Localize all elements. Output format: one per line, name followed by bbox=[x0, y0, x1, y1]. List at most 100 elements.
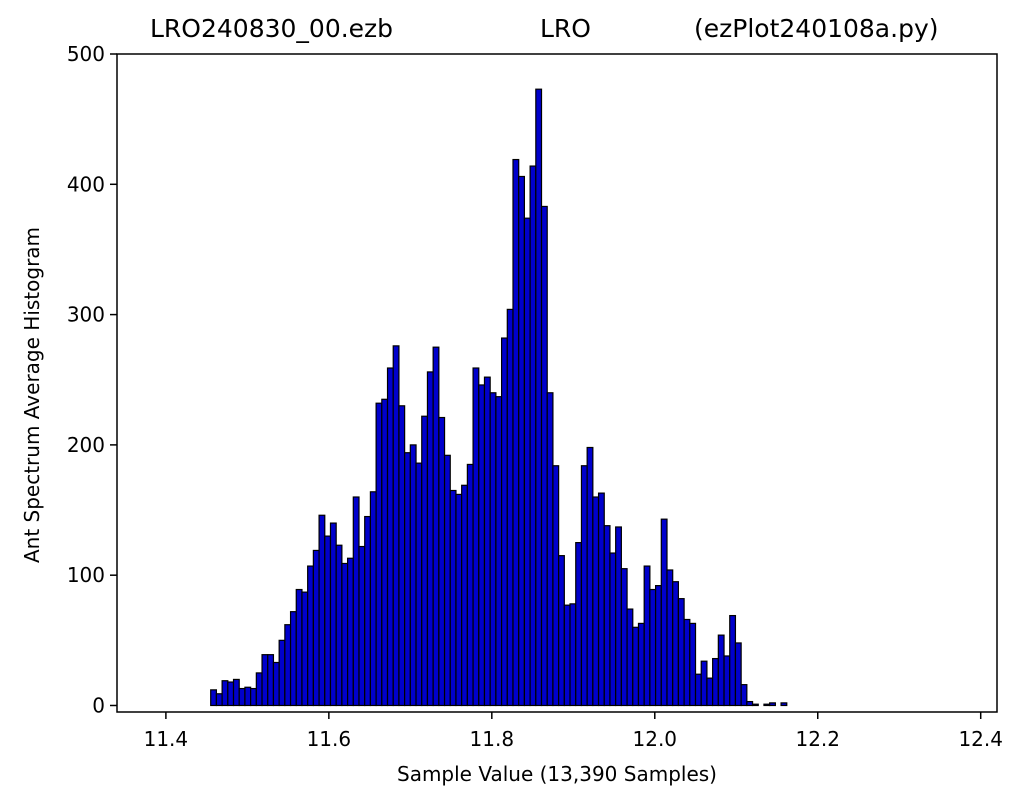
plot-frame bbox=[116, 53, 998, 713]
histogram-bar bbox=[586, 446, 594, 707]
histogram-bar bbox=[341, 562, 349, 707]
histogram-bar bbox=[740, 684, 748, 707]
histogram-bar bbox=[415, 462, 423, 707]
histogram-bar bbox=[512, 158, 520, 707]
histogram-bar bbox=[426, 371, 434, 707]
histogram-bar bbox=[375, 402, 383, 707]
histogram-bar bbox=[358, 545, 366, 707]
histogram-bar bbox=[392, 345, 400, 707]
histogram-bar bbox=[489, 392, 497, 707]
histogram-bar bbox=[472, 367, 480, 707]
histogram-bar bbox=[694, 673, 702, 707]
histogram-bar bbox=[346, 557, 354, 707]
x-axis: 11.4 11.6 11.8 12.0 12.2 12.4 bbox=[144, 712, 1003, 751]
histogram-bar bbox=[381, 398, 389, 707]
histogram-bar bbox=[478, 384, 486, 707]
histogram-bar bbox=[649, 588, 657, 707]
x-tick-label: 11.8 bbox=[470, 727, 515, 751]
x-axis-label: Sample Value (13,390 Samples) bbox=[397, 762, 717, 786]
histogram-bar bbox=[506, 308, 514, 707]
histogram-bar bbox=[329, 522, 337, 707]
histogram-bar bbox=[386, 367, 394, 707]
histogram-bar bbox=[620, 568, 628, 707]
x-tick-label: 12.2 bbox=[795, 727, 840, 751]
histogram-bar bbox=[575, 542, 583, 707]
histogram-bar bbox=[301, 591, 309, 707]
y-tick-label: 200 bbox=[67, 433, 105, 457]
x-tick-label: 12.0 bbox=[633, 727, 678, 751]
histogram-bar bbox=[518, 175, 526, 707]
chart-title-script: (ezPlot240108a.py) bbox=[694, 14, 939, 43]
histogram-bar bbox=[324, 535, 332, 707]
histogram-bar bbox=[272, 661, 280, 707]
histogram-bar bbox=[626, 608, 634, 707]
histogram-bar bbox=[746, 700, 754, 707]
histogram-bar bbox=[700, 660, 708, 707]
histogram-bar bbox=[255, 672, 263, 707]
histogram-bar bbox=[712, 657, 719, 707]
histogram-bar bbox=[717, 634, 725, 707]
histogram-bar bbox=[729, 614, 737, 707]
histogram-bar bbox=[421, 415, 429, 707]
histogram-bar bbox=[563, 604, 571, 707]
y-tick-label: 500 bbox=[67, 42, 105, 66]
histogram-bar bbox=[495, 396, 503, 707]
histogram-bar bbox=[615, 526, 622, 707]
histogram-bar bbox=[461, 484, 468, 707]
histogram-bar bbox=[227, 681, 235, 707]
histogram-bar bbox=[483, 376, 491, 707]
histogram-bar bbox=[751, 703, 759, 707]
y-tick-label: 100 bbox=[67, 563, 105, 587]
histogram-bar bbox=[409, 444, 417, 707]
y-tick-label: 0 bbox=[92, 693, 105, 717]
histogram-bar bbox=[318, 514, 326, 707]
histogram-bar bbox=[540, 205, 548, 707]
histogram-bar bbox=[312, 549, 320, 707]
histogram-bar bbox=[244, 686, 252, 707]
histogram-bar bbox=[660, 518, 668, 707]
histogram-bar bbox=[546, 392, 554, 707]
histogram-bar bbox=[569, 603, 577, 707]
chart-title-station: LRO bbox=[540, 14, 591, 43]
histogram-bar bbox=[500, 337, 508, 707]
x-tick-label: 11.6 bbox=[307, 727, 352, 751]
histogram-bar bbox=[580, 465, 588, 707]
histogram-bar bbox=[706, 677, 714, 707]
y-tick-label: 300 bbox=[67, 303, 105, 327]
histogram-bar bbox=[335, 544, 343, 707]
histogram-bar bbox=[221, 680, 229, 707]
histogram-bar bbox=[523, 217, 531, 707]
histogram-bar bbox=[683, 618, 691, 707]
histogram-bar bbox=[278, 639, 286, 707]
histogram-bar bbox=[232, 678, 240, 707]
histogram-bar bbox=[404, 452, 411, 707]
histogram-bar bbox=[449, 489, 457, 707]
histogram-bar bbox=[250, 687, 257, 707]
histogram-bar bbox=[632, 626, 640, 707]
histogram-bar bbox=[284, 624, 292, 707]
histogram-bar bbox=[769, 702, 776, 707]
histogram-bar bbox=[261, 654, 269, 707]
histogram-bar bbox=[780, 702, 788, 707]
histogram-bar bbox=[643, 565, 651, 707]
histogram-bar bbox=[552, 465, 560, 707]
histogram-bar bbox=[763, 703, 771, 707]
histogram-bar bbox=[666, 569, 674, 707]
histogram-bar bbox=[689, 622, 697, 707]
histogram-bar bbox=[603, 525, 611, 707]
histogram-bar bbox=[654, 585, 662, 707]
bars-group bbox=[210, 88, 788, 707]
histogram-bar bbox=[267, 654, 275, 707]
histogram-bar bbox=[535, 88, 543, 707]
histogram-bar bbox=[352, 496, 360, 707]
histogram-bar bbox=[558, 555, 565, 707]
histogram-bar bbox=[238, 687, 246, 707]
histogram-bar bbox=[672, 581, 680, 707]
histogram-bar bbox=[637, 622, 645, 707]
x-tick-label: 11.4 bbox=[144, 727, 189, 751]
histogram-bar bbox=[677, 598, 685, 707]
histogram-bar bbox=[295, 588, 303, 707]
histogram-bar bbox=[609, 552, 617, 707]
x-tick-label: 12.4 bbox=[958, 727, 1003, 751]
